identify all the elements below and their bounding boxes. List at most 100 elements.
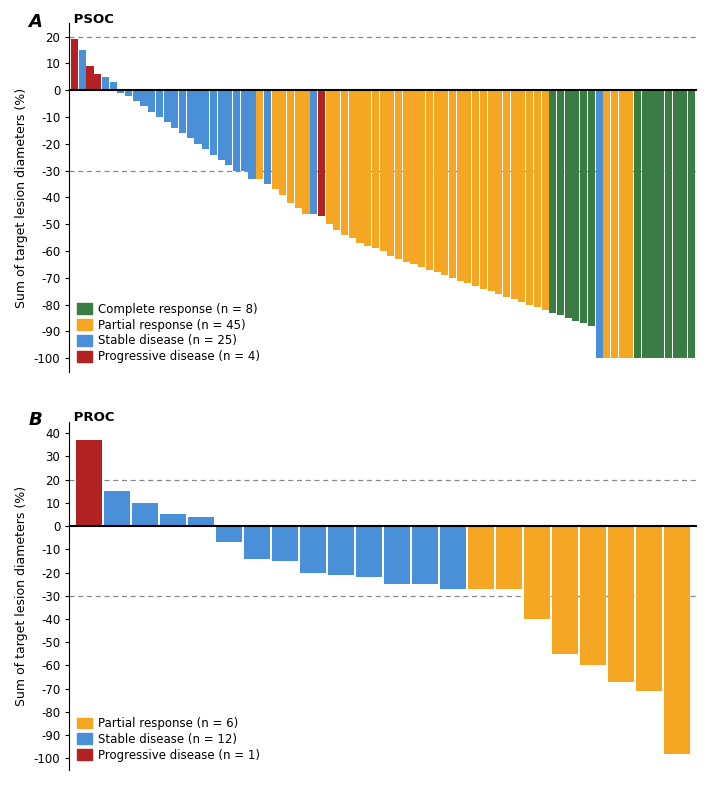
Bar — [395, 90, 402, 259]
Bar — [688, 90, 695, 358]
Bar — [681, 90, 688, 358]
Bar — [480, 90, 487, 289]
Bar — [325, 90, 333, 225]
Bar — [264, 90, 271, 184]
Bar — [328, 526, 354, 575]
Bar — [464, 90, 471, 283]
Bar — [225, 90, 232, 166]
Bar — [609, 526, 634, 681]
Bar — [384, 526, 410, 584]
Bar — [410, 90, 417, 265]
Bar — [553, 526, 578, 654]
Bar — [403, 90, 410, 261]
Bar — [156, 90, 163, 117]
Bar — [188, 517, 214, 526]
Bar — [603, 90, 610, 358]
Bar — [418, 90, 425, 267]
Bar — [426, 90, 433, 270]
Bar — [379, 90, 387, 251]
Bar — [496, 90, 503, 294]
Bar — [86, 66, 93, 90]
Bar — [310, 90, 318, 214]
Bar — [456, 90, 464, 280]
Bar — [611, 90, 618, 358]
Bar — [665, 90, 672, 358]
Bar — [216, 526, 242, 542]
Bar — [472, 90, 479, 286]
Bar — [164, 90, 171, 122]
Bar — [664, 526, 690, 754]
Bar — [441, 90, 449, 276]
Bar — [588, 90, 595, 326]
Legend: Partial response (n = 6), Stable disease (n = 12), Progressive disease (n = 1): Partial response (n = 6), Stable disease… — [75, 714, 262, 764]
Bar — [333, 90, 340, 230]
Y-axis label: Sum of target lesion diameters (%): Sum of target lesion diameters (%) — [15, 87, 28, 308]
Bar — [557, 90, 564, 316]
Bar — [295, 90, 302, 208]
Bar — [172, 90, 179, 128]
Bar — [218, 90, 225, 160]
Bar — [524, 526, 550, 619]
Bar — [580, 526, 606, 666]
Bar — [572, 90, 580, 321]
Bar — [318, 90, 325, 216]
Bar — [202, 90, 209, 149]
Bar — [233, 90, 240, 170]
Bar — [518, 90, 525, 302]
Bar — [104, 491, 130, 526]
Bar — [117, 90, 125, 93]
Bar — [642, 90, 649, 358]
Text: PROC: PROC — [69, 411, 115, 424]
Bar — [71, 39, 78, 90]
Bar — [79, 50, 86, 90]
Bar — [349, 90, 356, 238]
Bar — [488, 90, 495, 291]
Bar — [148, 90, 155, 111]
Bar — [595, 90, 602, 358]
Bar — [140, 90, 147, 106]
Bar — [496, 526, 522, 589]
Text: B: B — [28, 411, 42, 429]
Bar — [449, 90, 456, 278]
Bar — [511, 90, 518, 299]
Bar — [110, 82, 117, 90]
Bar — [549, 90, 556, 312]
Bar — [634, 90, 642, 358]
Bar — [271, 90, 278, 189]
Y-axis label: Sum of target lesion diameters (%): Sum of target lesion diameters (%) — [15, 486, 28, 706]
Bar — [619, 90, 626, 358]
Bar — [387, 90, 394, 257]
Bar — [637, 526, 662, 691]
Bar — [244, 526, 270, 559]
Bar — [341, 90, 348, 235]
Bar — [534, 90, 541, 308]
Bar — [627, 90, 634, 358]
Bar — [287, 90, 294, 203]
Bar — [125, 90, 132, 96]
Bar — [187, 90, 194, 138]
Bar — [102, 77, 109, 90]
Bar — [434, 90, 441, 272]
Bar — [241, 90, 248, 170]
Bar — [565, 90, 572, 318]
Bar — [179, 90, 186, 133]
Bar — [256, 90, 263, 179]
Bar — [248, 90, 256, 179]
Legend: Complete response (n = 8), Partial response (n = 45), Stable disease (n = 25), P: Complete response (n = 8), Partial respo… — [75, 300, 262, 366]
Bar — [372, 90, 379, 248]
Bar — [210, 90, 217, 155]
Text: PSOC: PSOC — [69, 13, 114, 26]
Bar — [303, 90, 310, 214]
Bar — [356, 526, 382, 577]
Bar — [194, 90, 201, 144]
Bar — [468, 526, 494, 589]
Bar — [440, 526, 466, 589]
Bar — [76, 440, 102, 526]
Bar — [542, 90, 549, 310]
Bar — [160, 514, 186, 526]
Bar — [132, 503, 158, 526]
Bar — [272, 526, 298, 561]
Bar — [673, 90, 680, 358]
Bar — [279, 90, 286, 195]
Bar — [649, 90, 656, 358]
